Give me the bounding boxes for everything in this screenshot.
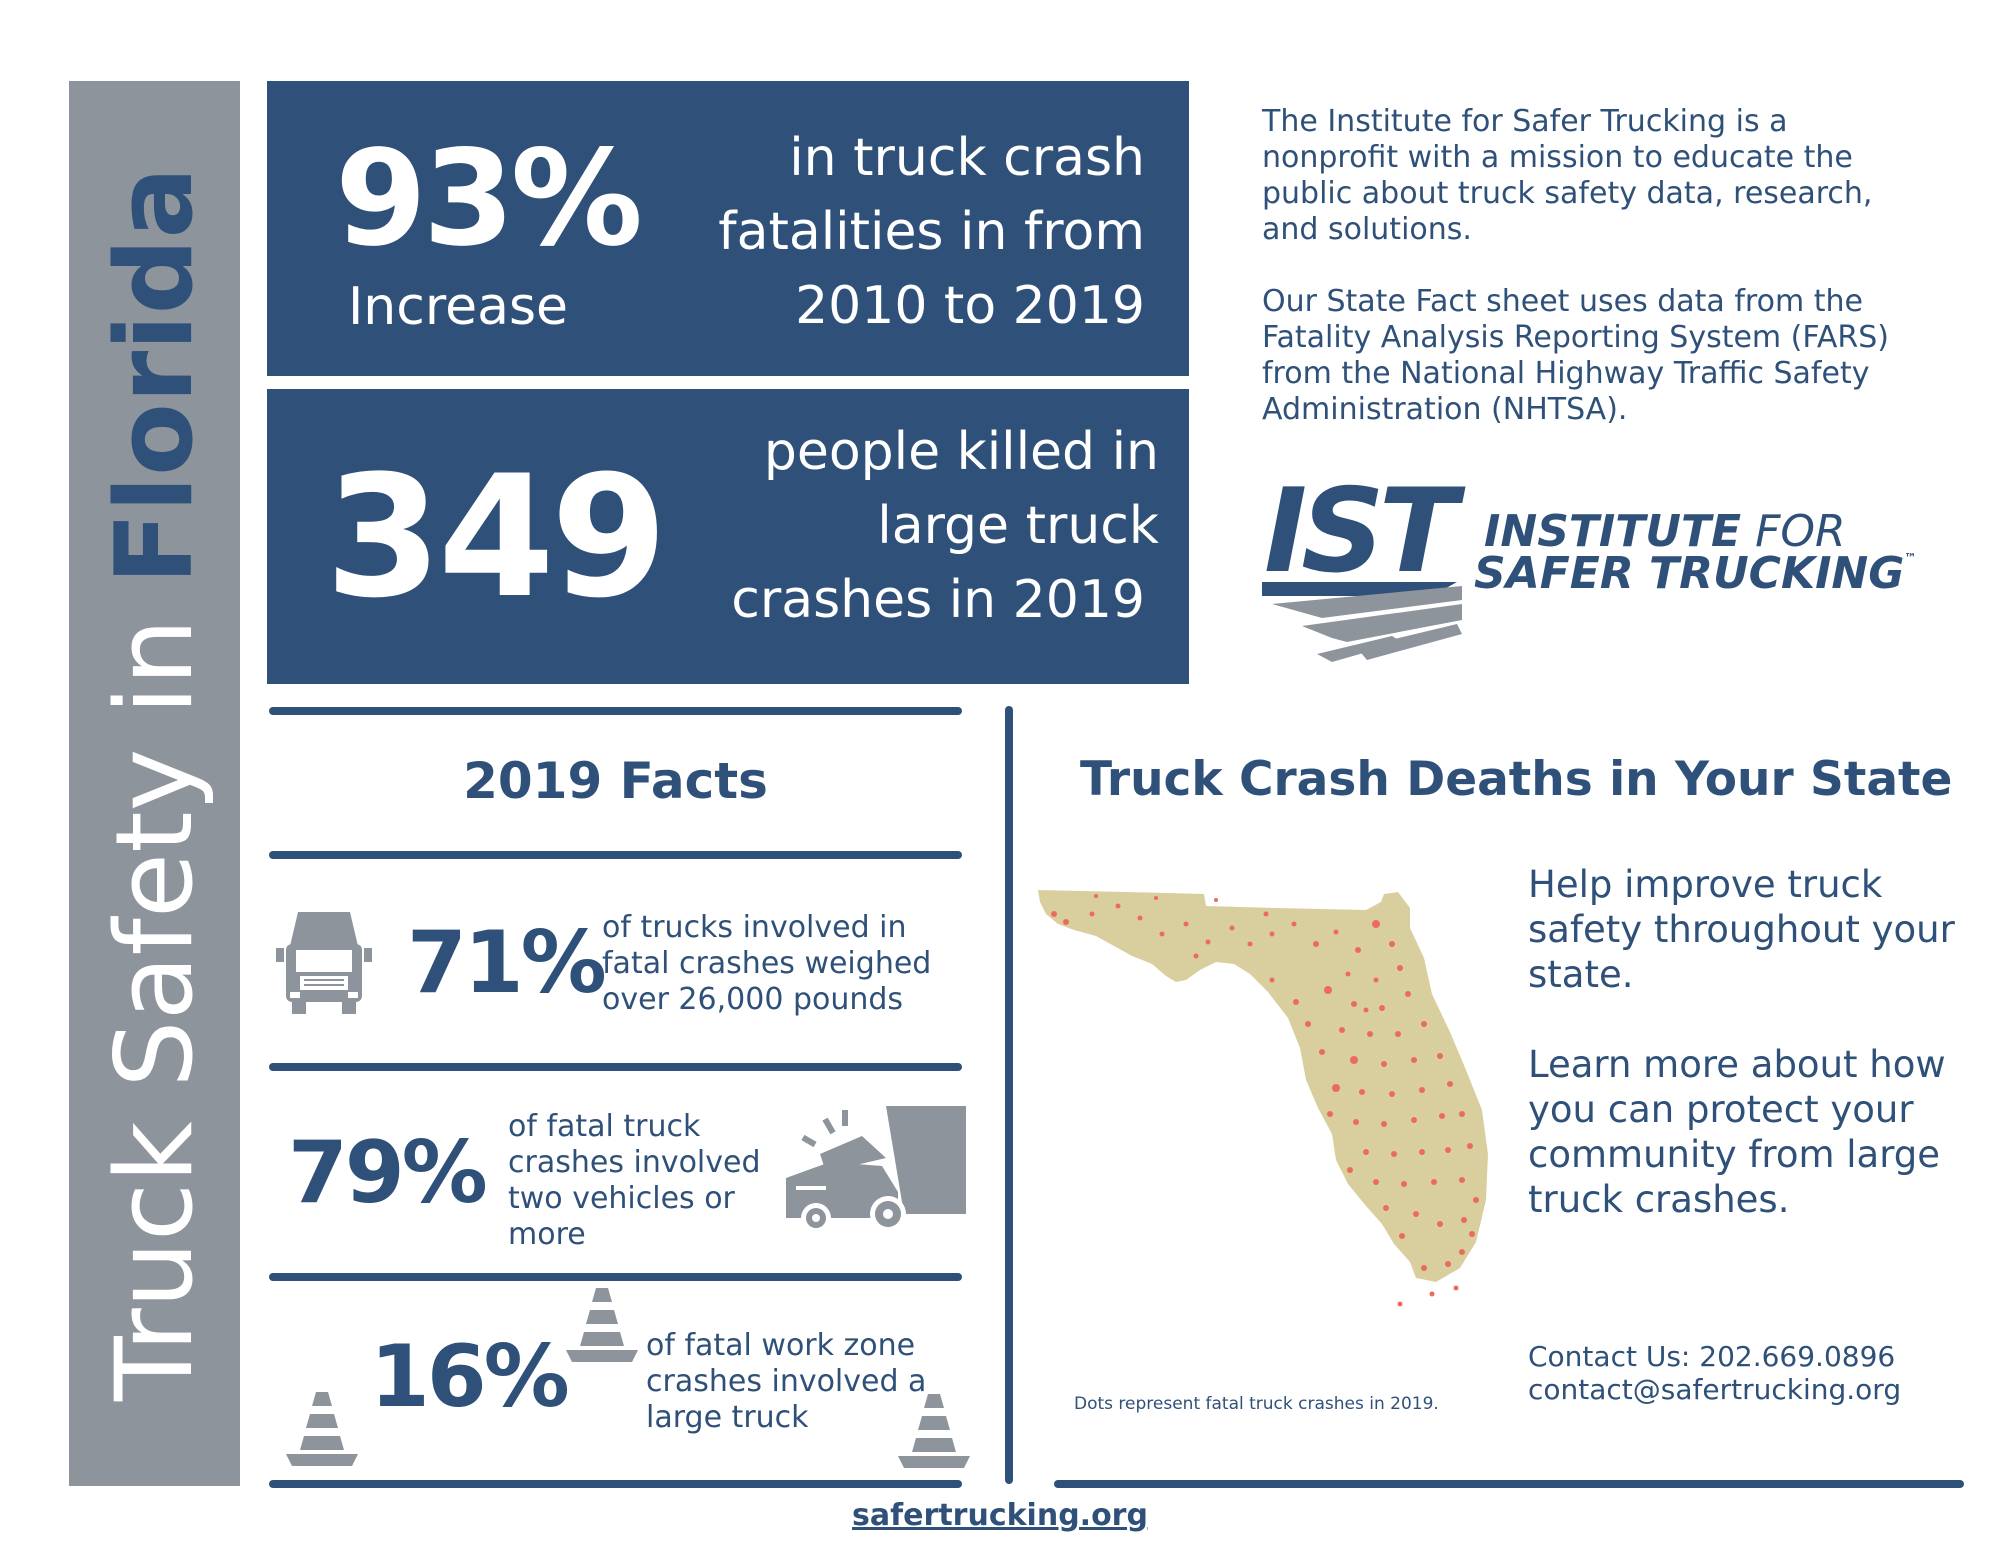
truck-collision-icon <box>786 1106 966 1233</box>
sidebar-title: Truck Safety in Florida <box>93 84 216 1484</box>
contact-email[interactable]: contact@safertrucking.org <box>1528 1373 1902 1406</box>
logo-line1: INSTITUTE FOR <box>1484 510 1846 554</box>
fact-text: of trucks involved in fatal crashes weig… <box>602 910 932 1017</box>
stat-desc-line: 2010 to 2019 <box>795 276 1145 336</box>
logo-line1-bold: INSTITUTE <box>1484 506 1742 557</box>
contact-info: Contact Us: 202.669.0896 contact@safertr… <box>1528 1340 1968 1406</box>
logo-line2-text: SAFER TRUCKING <box>1474 548 1905 599</box>
intro-paragraph: The Institute for Safer Trucking is a no… <box>1262 104 1873 247</box>
facts-heading: 2019 Facts <box>463 752 768 810</box>
fact-value: 16% <box>370 1327 570 1427</box>
stat-description: in truck crash fatalities in from 2010 t… <box>625 121 1145 343</box>
florida-map <box>1038 890 1488 1307</box>
crash-dots <box>1051 894 1479 1307</box>
logo-line1-light: FOR <box>1741 506 1846 557</box>
contact-phone[interactable]: Contact Us: 202.669.0896 <box>1528 1340 1896 1373</box>
call-to-action: Help improve truck safety throughout you… <box>1528 862 1968 1267</box>
stat-desc-line: fatalities in from <box>718 202 1145 262</box>
map-caption: Dots represent fatal truck crashes in 20… <box>1074 1394 1439 1414</box>
intro-paragraph: Our State Fact sheet uses data from the … <box>1262 284 1889 427</box>
stat-desc-line: crashes in 2019 <box>731 570 1145 630</box>
section-rule <box>269 1480 962 1488</box>
cta-paragraph: Learn more about how you can protect you… <box>1528 1043 1946 1221</box>
logo-trademark: ™ <box>1904 551 1917 565</box>
section-rule <box>269 1063 962 1071</box>
fact-text: of fatal truck crashes involved two vehi… <box>508 1109 761 1252</box>
sidebar-title-prefix: Truck Safety in <box>92 584 216 1401</box>
sidebar-banner: Truck Safety in Florida <box>69 81 240 1486</box>
section-rule <box>269 851 962 859</box>
section-rule <box>269 1273 962 1281</box>
road-logo-icon <box>1262 582 1462 662</box>
stat-description: people killed in large truck crashes in … <box>639 415 1159 637</box>
stat-number: 93% <box>335 122 643 276</box>
stat-box-killed: 349 people killed in large truck crashes… <box>267 389 1189 684</box>
stat-label: Increase <box>347 277 569 337</box>
section-rule <box>269 707 962 715</box>
sidebar-title-state: Florida <box>92 166 216 585</box>
fact-text: of fatal work zone crashes involved a la… <box>646 1328 927 1435</box>
logo-mark: IST <box>1264 464 1458 599</box>
traffic-cone-icon <box>566 1288 638 1362</box>
traffic-cone-icon <box>898 1394 970 1468</box>
cta-paragraph: Help improve truck safety throughout you… <box>1528 863 1955 996</box>
traffic-cone-icon <box>286 1392 358 1466</box>
section-rule <box>1054 1480 1964 1488</box>
fact-value: 71% <box>407 913 607 1013</box>
intro-text: The Institute for Safer Trucking is a no… <box>1262 104 1922 464</box>
fact-value: 79% <box>288 1123 488 1223</box>
footer-website-link[interactable]: safertrucking.org <box>852 1498 1148 1533</box>
map-heading: Truck Crash Deaths in Your State <box>1080 752 1953 807</box>
logo-line2: SAFER TRUCKING™ <box>1474 552 1916 596</box>
stat-box-increase: 93% Increase in truck crash fatalities i… <box>267 81 1189 376</box>
semi-truck-front-icon <box>276 912 372 1014</box>
stat-number: 349 <box>325 439 668 635</box>
ist-logo: IST INSTITUTE FOR SAFER TRUCKING™ <box>1262 474 1942 676</box>
stat-desc-line: in truck crash <box>789 128 1145 188</box>
stat-desc-line: large truck <box>877 496 1159 556</box>
stat-desc-line: people killed in <box>763 422 1159 482</box>
vertical-divider <box>1005 706 1013 1484</box>
